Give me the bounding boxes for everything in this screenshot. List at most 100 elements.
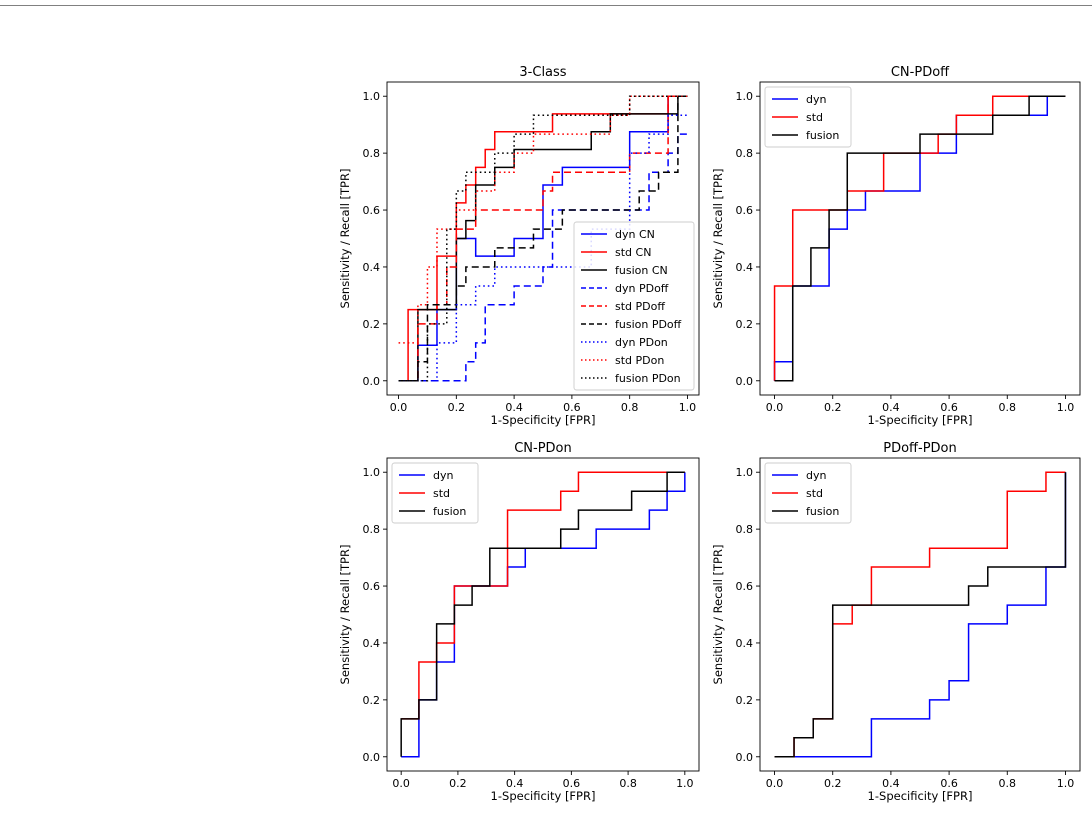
x-axis-label: 1-Specificity [FPR] [868, 413, 973, 427]
x-tick-label: 1.0 [1057, 401, 1075, 414]
x-tick-label: 0.2 [448, 401, 466, 414]
x-tick-label: 0.2 [449, 777, 467, 790]
x-tick-label: 0.4 [882, 401, 900, 414]
y-tick-label: 0.6 [736, 580, 754, 593]
y-tick-label: 0.8 [736, 523, 754, 536]
series-line-dyn-pdon [398, 114, 688, 382]
legend-label: dyn [806, 469, 826, 482]
legend: dyn std fusion [764, 86, 852, 148]
y-tick-label: 0.2 [736, 694, 754, 707]
legend: dyn std fusion [391, 462, 479, 524]
y-axis-label: Sensitivity / Recall [TPR] [711, 545, 725, 685]
legend-box [764, 462, 852, 524]
x-tick-label: 0.0 [392, 777, 410, 790]
x-tick-label: 1.0 [676, 777, 694, 790]
y-tick-label: 0.4 [363, 637, 381, 650]
legend-label: dyn PDoff [615, 282, 669, 295]
legend-label: fusion [433, 505, 466, 518]
y-tick-label: 0.4 [736, 261, 754, 274]
x-axis-label: 1-Specificity [FPR] [491, 413, 596, 427]
legend-label: fusion PDoff [615, 318, 682, 331]
x-tick-label: 0.8 [619, 777, 637, 790]
legend-box [573, 221, 695, 391]
series-line-fusion-pdon [398, 95, 688, 382]
legend-box [391, 462, 479, 524]
axes-frame [759, 81, 1081, 396]
series-line-fusion-cn [398, 95, 688, 382]
y-tick-label: 0.2 [363, 318, 381, 331]
y-tick-label: 1.0 [736, 90, 754, 103]
legend-label: std [806, 487, 823, 500]
y-tick-label: 0.8 [363, 523, 381, 536]
x-axis-label: 1-Specificity [FPR] [491, 789, 596, 803]
x-tick-label: 0.8 [999, 777, 1017, 790]
x-tick-label: 0.6 [940, 401, 958, 414]
legend: dyn CN std CN fusion CN dyn PDoff std PDoff f… [573, 221, 695, 391]
y-tick-label: 1.0 [736, 466, 754, 479]
legend-label: dyn [433, 469, 453, 482]
y-tick-label: 0.2 [736, 318, 754, 331]
legend-label: dyn [806, 93, 826, 106]
chart-title: CN-PDoff [891, 65, 950, 80]
series-line-std-cn [398, 95, 688, 382]
y-tick-label: 0.8 [736, 147, 754, 160]
y-tick-label: 0.8 [363, 147, 381, 160]
y-tick-label: 0.6 [736, 204, 754, 217]
chart-title: 3-Class [519, 65, 566, 80]
x-tick-label: 0.8 [999, 401, 1017, 414]
y-tick-label: 0.6 [363, 580, 381, 593]
y-axis-label: Sensitivity / Recall [TPR] [338, 169, 352, 309]
legend-label: std [433, 487, 450, 500]
x-tick-label: 0.0 [390, 401, 408, 414]
series-line-fusion-pdoff [398, 95, 688, 382]
x-tick-label: 0.2 [824, 777, 842, 790]
legend-label: dyn PDon [615, 336, 668, 349]
subplot-0: 3-Class 0.0 0.2 0.4 0.6 0.8 1.0 0.0 0.2 0.4 0.6 0.8… [338, 65, 700, 427]
axes-frame [759, 457, 1081, 772]
top-rule [0, 5, 1092, 6]
y-axis-label: Sensitivity / Recall [TPR] [711, 169, 725, 309]
legend-label: std PDon [615, 354, 664, 367]
y-tick-label: 1.0 [363, 466, 381, 479]
axes-frame [386, 81, 700, 396]
subplot-3: PDoff-PDon 0.0 0.2 0.4 0.6 0.8 1.0 0.0 0.2 0.4 0.6… [711, 441, 1081, 803]
axes-frame [386, 457, 700, 772]
x-tick-label: 1.0 [1057, 777, 1075, 790]
x-tick-label: 0.4 [882, 777, 900, 790]
y-tick-label: 0.4 [736, 637, 754, 650]
x-tick-label: 1.0 [679, 401, 697, 414]
y-tick-label: 0.0 [363, 375, 381, 388]
series-line-fusion [774, 472, 1067, 758]
y-tick-label: 0.4 [363, 261, 381, 274]
chart-title: CN-PDon [514, 441, 572, 456]
x-tick-label: 0.4 [506, 777, 524, 790]
x-tick-label: 0.0 [766, 777, 784, 790]
y-tick-label: 0.0 [363, 751, 381, 764]
series-line-dyn-pdoff [398, 133, 688, 382]
legend-box [764, 86, 852, 148]
subplot-1: CN-PDoff 0.0 0.2 0.4 0.6 0.8 1.0 0.0 0.2 0.4 0.6 0.… [711, 65, 1081, 427]
legend-label: fusion PDon [615, 372, 681, 385]
y-tick-label: 0.0 [736, 751, 754, 764]
legend-label: dyn CN [615, 228, 655, 241]
legend-label: fusion [806, 505, 839, 518]
x-tick-label: 0.4 [505, 401, 523, 414]
x-tick-label: 0.6 [563, 777, 581, 790]
x-tick-label: 0.2 [824, 401, 842, 414]
x-tick-label: 0.6 [563, 401, 581, 414]
legend-label: std CN [615, 246, 651, 259]
y-axis-label: Sensitivity / Recall [TPR] [338, 545, 352, 685]
x-tick-label: 0.0 [766, 401, 784, 414]
series-line-fusion [400, 471, 685, 757]
x-tick-label: 0.6 [940, 777, 958, 790]
y-tick-label: 0.2 [363, 694, 381, 707]
x-tick-label: 0.8 [621, 401, 639, 414]
chart-title: PDoff-PDon [883, 441, 957, 456]
legend-label: std [806, 111, 823, 124]
y-tick-label: 0.6 [363, 204, 381, 217]
legend: dyn std fusion [764, 462, 852, 524]
series-line-fusion [774, 95, 1066, 382]
y-tick-label: 1.0 [363, 90, 381, 103]
legend-label: fusion CN [615, 264, 668, 277]
